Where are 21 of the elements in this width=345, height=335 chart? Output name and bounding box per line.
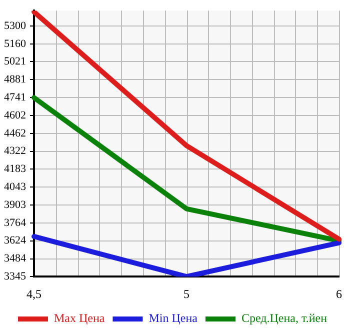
legend-label: Сред.Цена, т.йен [241,311,328,326]
y-tick-label: 4602 [4,109,26,122]
y-tick-label: 3345 [4,270,26,282]
y-tick-label: 3764 [4,216,26,229]
y-tick-label: 4183 [4,163,26,176]
legend-label: Max Цена [54,311,106,326]
y-tick-label: 4881 [4,74,26,86]
y-tick-label: 3903 [4,198,26,211]
y-tick-label: 5300 [4,20,26,32]
x-tick-label: 5 [184,286,190,301]
x-tick-label: 6 [336,286,342,301]
y-tick-label: 4462 [4,127,26,140]
y-tick-label: 3624 [4,234,26,247]
x-tick-label: 4,5 [26,286,42,301]
y-tick-label: 4043 [4,181,26,194]
y-tick-label: 5160 [4,38,26,50]
y-tick-label: 3484 [4,252,26,265]
y-tick-label: 4741 [4,92,26,104]
y-tick-label: 4322 [4,145,26,158]
y-tick-label: 5021 [4,56,26,68]
legend-label: Min Цена [148,311,198,326]
